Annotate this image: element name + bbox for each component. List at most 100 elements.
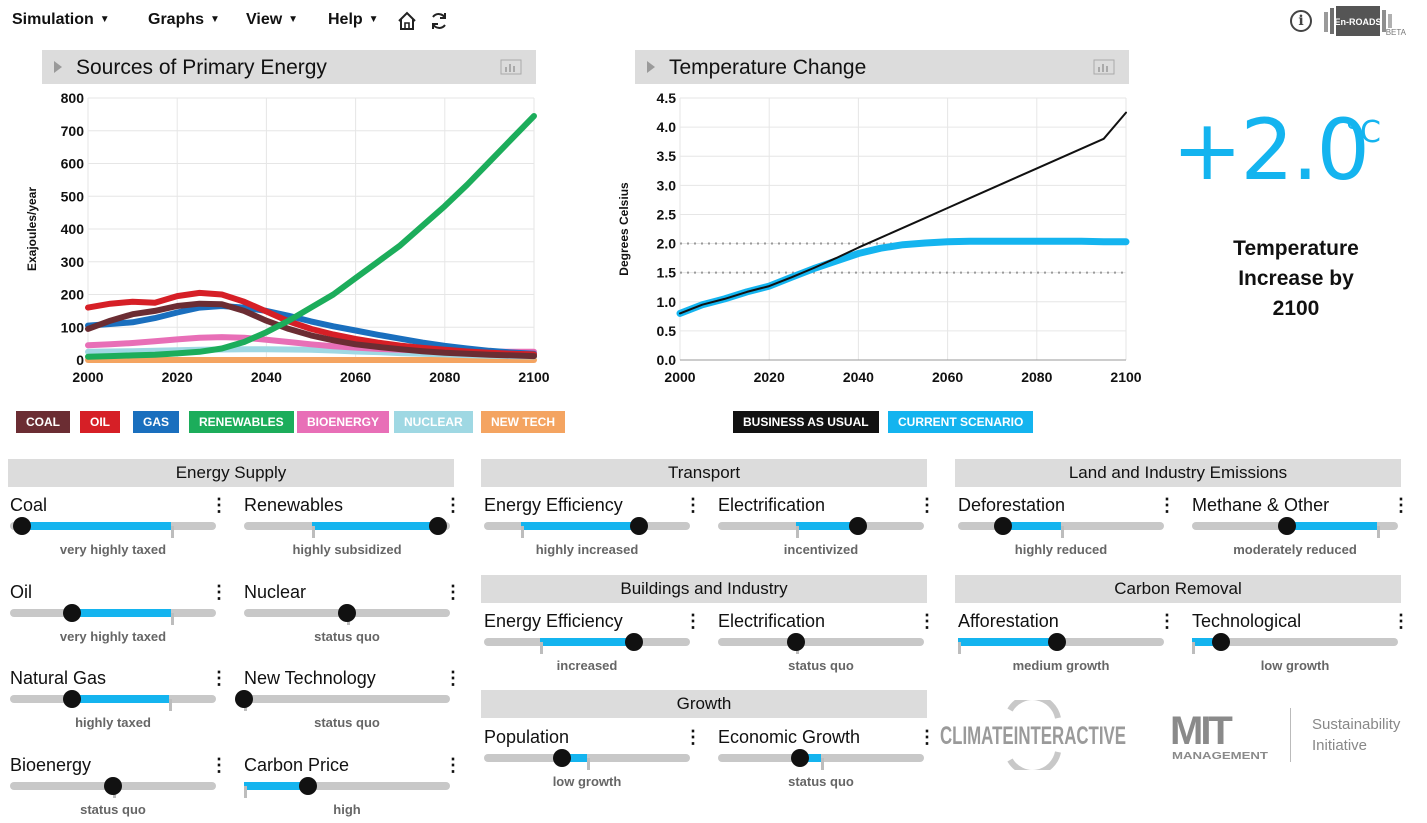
section-energy-supply: Energy Supply xyxy=(8,459,454,487)
mit-management-logo: MIT MANAGEMENT xyxy=(1170,709,1268,762)
slider-thumb[interactable] xyxy=(104,777,122,795)
y-tick-label: 3.5 xyxy=(657,148,677,164)
menu-view[interactable]: View ▼ xyxy=(246,11,298,29)
slider-track[interactable] xyxy=(1192,633,1398,654)
slider-track[interactable] xyxy=(718,517,924,538)
more-options-icon[interactable]: ⋮ xyxy=(444,755,462,775)
control-carbon-price: Carbon Price ⋮ high xyxy=(244,755,462,823)
slider-thumb[interactable] xyxy=(849,517,868,535)
slider-thumb[interactable] xyxy=(791,749,810,767)
expand-triangle-icon[interactable] xyxy=(54,61,62,73)
legend-new-tech[interactable]: NEW TECH xyxy=(481,411,565,433)
slider-fill xyxy=(71,609,171,617)
chart-options-icon[interactable] xyxy=(500,59,522,75)
more-options-icon[interactable]: ⋮ xyxy=(918,495,936,515)
slider-track[interactable] xyxy=(484,517,690,538)
more-options-icon[interactable]: ⋮ xyxy=(684,611,702,631)
slider-track[interactable] xyxy=(244,517,450,538)
legend-renewables[interactable]: RENEWABLES xyxy=(189,411,294,433)
more-options-icon[interactable]: ⋮ xyxy=(1392,611,1410,631)
slider-thumb[interactable] xyxy=(629,517,648,535)
slider-thumb[interactable] xyxy=(428,517,447,535)
chart-options-icon[interactable] xyxy=(1093,59,1115,75)
slider-track[interactable] xyxy=(244,604,450,625)
slider-thumb[interactable] xyxy=(787,633,806,651)
slider-thumb[interactable] xyxy=(338,604,356,622)
slider-thumb[interactable] xyxy=(553,749,572,767)
slider-thumb[interactable] xyxy=(1211,633,1230,651)
slider-fill xyxy=(22,522,171,530)
slider-track[interactable] xyxy=(244,777,450,798)
more-options-icon[interactable]: ⋮ xyxy=(1392,495,1410,515)
legend-current-scenario[interactable]: CURRENT SCENARIO xyxy=(888,411,1034,433)
legend-gas[interactable]: GAS xyxy=(133,411,180,433)
legend-coal[interactable]: COAL xyxy=(16,411,70,433)
more-options-icon[interactable]: ⋮ xyxy=(210,495,228,515)
home-icon[interactable] xyxy=(396,10,418,32)
expand-triangle-icon[interactable] xyxy=(647,61,655,73)
control-label: Renewables xyxy=(244,495,344,515)
control-new-technology: New Technology ⋮ status quo xyxy=(235,668,462,750)
more-options-icon[interactable]: ⋮ xyxy=(444,495,462,515)
menu-graphs[interactable]: Graphs ▼ xyxy=(148,11,220,29)
y-tick-label: 3.0 xyxy=(657,177,677,193)
more-options-icon[interactable]: ⋮ xyxy=(210,582,228,602)
control-technological: Technological ⋮ low growth xyxy=(1192,611,1410,693)
legend-nuclear[interactable]: NUCLEAR xyxy=(394,411,473,433)
slider-thumb[interactable] xyxy=(1047,633,1066,651)
control-label: Coal xyxy=(10,495,48,515)
temperature-chart: 2000 2020 2040 2060 2080 2100 0.0 0.5 1.0 1.5 2.0 2… xyxy=(617,90,1142,385)
x-tick-label: 2060 xyxy=(932,369,963,385)
caption-line: 2100 xyxy=(1272,297,1320,320)
slider-fill xyxy=(1003,522,1061,530)
legend-bioenergy[interactable]: BIOENERGY xyxy=(297,411,390,433)
more-options-icon[interactable]: ⋮ xyxy=(684,495,702,515)
section-land-industry: Land and Industry Emissions xyxy=(955,459,1401,487)
menu-simulation[interactable]: Simulation ▼ xyxy=(12,11,110,29)
more-options-icon[interactable]: ⋮ xyxy=(918,727,936,747)
slider-thumb[interactable] xyxy=(625,633,644,651)
slider-thumb[interactable] xyxy=(62,690,81,708)
more-options-icon[interactable]: ⋮ xyxy=(1158,611,1176,631)
legend-business-as-usual[interactable]: BUSINESS AS USUAL xyxy=(733,411,879,433)
control-nuclear: Nuclear ⋮ status quo xyxy=(244,582,462,664)
control-label: Methane & Other xyxy=(1192,495,1330,515)
more-options-icon[interactable]: ⋮ xyxy=(918,611,936,631)
x-tick-label: 2100 xyxy=(1110,369,1141,385)
info-icon[interactable]: i xyxy=(1290,10,1312,32)
slider-track[interactable] xyxy=(10,777,216,798)
slider-thumb[interactable] xyxy=(994,517,1013,535)
menu-simulation-label: Simulation xyxy=(12,11,94,28)
slider-track[interactable] xyxy=(10,604,216,625)
slider-thumb[interactable] xyxy=(298,777,317,795)
slider-track[interactable] xyxy=(718,749,924,770)
more-options-icon[interactable]: ⋮ xyxy=(1158,495,1176,515)
slider-track[interactable] xyxy=(10,690,216,711)
slider-track[interactable] xyxy=(718,633,924,654)
x-tick-label: 2060 xyxy=(340,369,371,385)
menu-help[interactable]: Help ▼ xyxy=(328,11,379,29)
refresh-icon[interactable] xyxy=(428,10,450,32)
slider-thumb[interactable] xyxy=(235,690,253,708)
more-options-icon[interactable]: ⋮ xyxy=(210,668,228,688)
series-line-current-scenario xyxy=(676,237,1130,317)
slider-fill xyxy=(1192,638,1221,646)
control-value-label: status quo xyxy=(314,629,380,644)
control-label: New Technology xyxy=(244,668,376,688)
slider-track[interactable] xyxy=(958,633,1164,654)
more-options-icon[interactable]: ⋮ xyxy=(210,755,228,775)
slider-track[interactable] xyxy=(484,633,690,654)
slider-track[interactable] xyxy=(235,690,450,711)
slider-track[interactable] xyxy=(1192,517,1398,538)
slider-thumb[interactable] xyxy=(13,517,32,535)
more-options-icon[interactable]: ⋮ xyxy=(684,727,702,747)
slider-track[interactable] xyxy=(484,749,690,770)
more-options-icon[interactable]: ⋮ xyxy=(444,582,462,602)
slider-track[interactable] xyxy=(10,517,216,538)
legend-oil[interactable]: OIL xyxy=(80,411,120,433)
slider-thumb[interactable] xyxy=(62,604,81,622)
more-options-icon[interactable]: ⋮ xyxy=(444,668,462,688)
control-label: Population xyxy=(484,727,570,747)
slider-thumb[interactable] xyxy=(1277,517,1296,535)
slider-track[interactable] xyxy=(958,517,1164,538)
